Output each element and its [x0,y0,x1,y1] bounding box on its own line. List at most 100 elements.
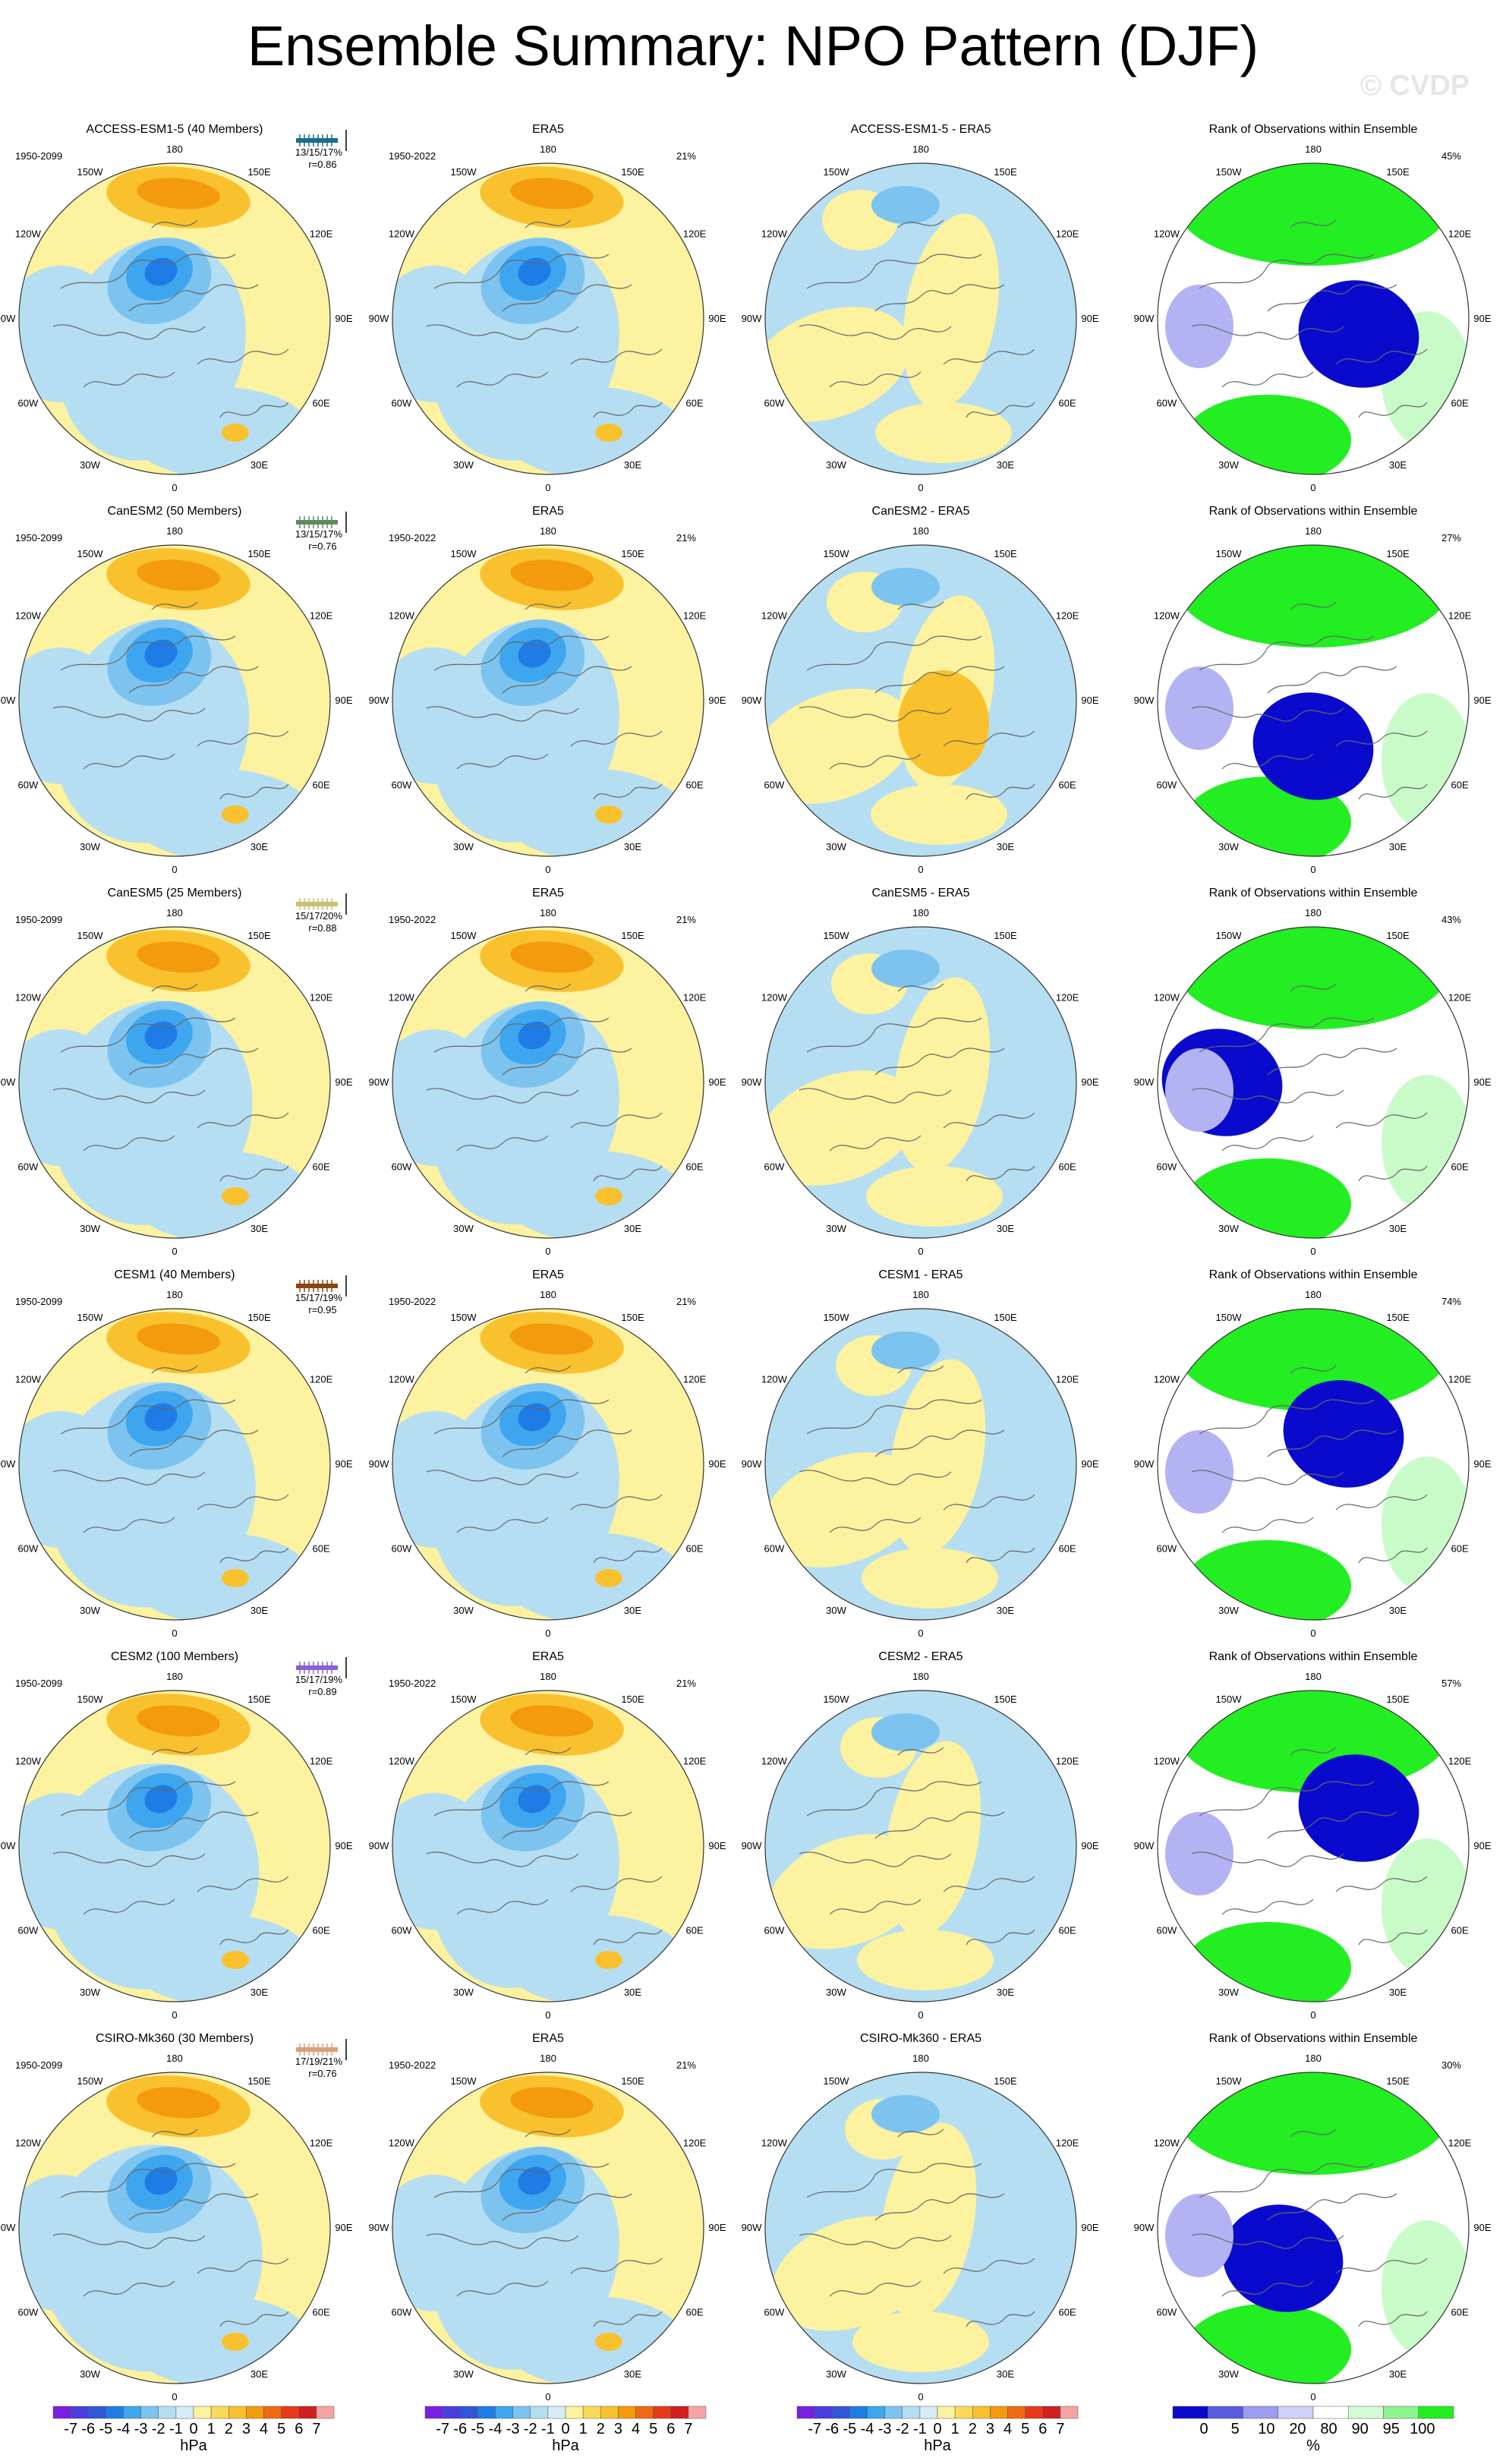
longitude-label: 30E [250,841,268,852]
longitude-label: 150W [451,2075,477,2087]
longitude-label: 120W [15,610,42,622]
longitude-label: 90E [335,1840,352,1851]
colorbar-swatch [867,2406,885,2419]
positive-lobe [222,1569,249,1587]
colorbar-tick-label: -5 [471,2421,484,2437]
map-shading [392,2072,704,2384]
longitude-label: 120W [761,992,788,1004]
map-shading [765,927,1076,1238]
colorbar-tick-label: -7 [808,2421,821,2437]
longitude-label: 60E [686,1161,704,1173]
longitude-label: 180 [912,2053,929,2064]
model-stats: 15/17/20% [295,910,343,922]
longitude-label: 0 [545,1246,550,1257]
longitude-label: 120E [1056,2138,1079,2149]
coastline [799,324,952,340]
colorbar-tick-label: -4 [489,2421,503,2437]
negative-lobe [392,1029,495,1166]
coastline [426,324,579,340]
page-title: Ensemble Summary: NPO Pattern (DJF) [247,14,1259,77]
colorbar-swatch [954,2406,973,2419]
map-shading [19,1690,330,2002]
rank-percent: 30% [1441,2059,1461,2071]
coastline [1358,1929,1428,1946]
longitude-label: 150E [247,1694,271,1705]
longitude-label: 30E [624,1605,641,1616]
colorbar-tick-label: -7 [64,2421,77,2437]
longitude-label: 30E [624,459,641,471]
longitude-label: 150E [247,548,271,559]
coastline [83,753,175,770]
longitude-label: 150E [1386,548,1410,559]
longitude-label: 150W [824,1312,850,1323]
longitude-label: 30W [453,459,474,471]
rank-low [1298,280,1419,388]
longitude-label: 60W [18,2307,39,2318]
coastline [593,1547,663,1564]
map-shading [19,1309,330,1620]
longitude-label: 120E [310,992,333,1004]
longitude-label: 120W [1154,2138,1180,2149]
colorbar-swatch [1007,2406,1026,2419]
longitude-label: 60W [1157,780,1177,791]
coastline [1199,635,1375,671]
rank-midlow [1165,666,1233,750]
longitude-label: 150E [621,2075,644,2087]
longitude-label: 60W [1157,1543,1177,1555]
colorbar-tick-label: 0 [1200,2421,1208,2437]
longitude-label: 0 [918,864,923,875]
longitude-label: 0 [545,2391,550,2403]
longitude-label: 180 [912,525,929,537]
longitude-label: 120W [15,2138,42,2149]
longitude-label: 30E [1389,2368,1407,2380]
longitude-label: 180 [166,2053,183,2064]
coastline [83,1135,175,1152]
colorbar-swatch [814,2406,833,2419]
positive-core [510,559,594,591]
longitude-label: 30W [453,2368,474,2380]
longitude-label: 30W [826,2368,846,2380]
observations-percent-variance: 21% [676,914,696,925]
negative-core [518,1021,551,1050]
coastline [151,2128,198,2138]
coastline [874,1811,1005,1839]
coastline [1221,2280,1314,2297]
coastline [433,254,610,289]
colorbar-tick-label: 5 [649,2421,657,2437]
coastline [829,1898,922,1915]
longitude-label: 120E [683,1374,707,1385]
rank-panel: 180 150E 120E 90E 60E 30E 0 30W 60W 90W 120W 150W Ra… [1134,2032,1492,2403]
longitude-label: 90E [708,1840,726,1851]
difference-positive-core [898,670,989,777]
rank-midlow [1165,1812,1233,1895]
longitude-label: 60E [313,1543,330,1555]
longitude-label: 30E [250,1605,268,1616]
longitude-label: 60E [313,398,330,409]
positive-core [137,1323,220,1355]
longitude-label: 90W [369,695,389,706]
observations-title: ERA5 [532,887,564,900]
map-shading [392,545,704,856]
longitude-label: 180 [912,1671,929,1682]
colorbar-swatch [530,2406,549,2419]
colorbar-tick-label: 3 [614,2421,622,2437]
coastline [1221,1517,1314,1533]
colorbar-tick-label: -1 [913,2421,927,2437]
coastline [897,1747,944,1756]
coastline [433,1781,610,1816]
coastline [525,983,572,992]
panel-row: 180 150E 120E 90E 60E 30E 0 30W 60W 90W 120W 150W CS… [0,2032,1492,2403]
colorbar-swatch [477,2406,496,2419]
longitude-label: 120W [389,610,415,622]
model-correlation: r=0.86 [308,159,336,170]
longitude-label: 60E [1059,780,1076,791]
longitude-label: 30E [1389,1987,1407,1998]
longitude-label: 180 [166,143,183,155]
longitude-label: 120W [15,1756,42,1767]
coastline [943,348,1035,365]
longitude-label: 120E [310,2138,333,2149]
longitude-label: 150W [824,930,850,941]
longitude-label: 90E [335,695,352,706]
longitude-label: 60W [392,1161,412,1173]
longitude-label: 150E [247,166,271,178]
